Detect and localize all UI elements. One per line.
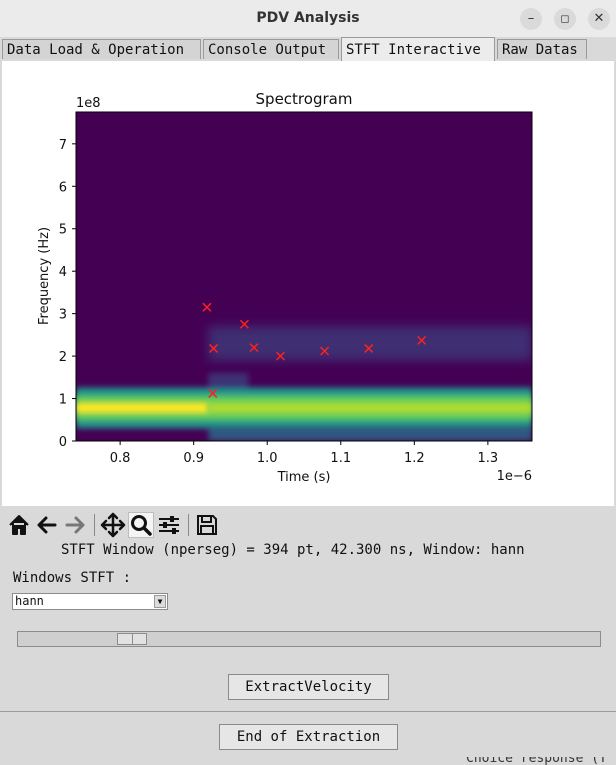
pan-button[interactable] <box>100 512 126 538</box>
x-axis-multiplier: 1e−6 <box>497 469 532 484</box>
toolbar-separator <box>188 514 189 536</box>
slider-grip <box>132 634 134 644</box>
tab-data-load[interactable]: Data Load & Operation <box>2 39 201 59</box>
extraction-marker <box>320 346 330 356</box>
cutoff-text: Choice response (T <box>466 757 607 765</box>
y-tick-label: 3 <box>59 308 67 323</box>
windows-stft-label: Windows STFT : <box>13 570 132 586</box>
y-tick-label: 1 <box>59 393 67 408</box>
chart-title: Spectrogram <box>256 90 353 108</box>
extraction-marker <box>364 343 374 353</box>
extraction-marker <box>208 388 218 398</box>
pan-icon <box>100 512 126 538</box>
extraction-marker <box>209 343 219 353</box>
plot-frame <box>75 111 533 442</box>
y-tick-label: 2 <box>59 350 67 365</box>
extract-velocity-button[interactable]: ExtractVelocity <box>228 674 389 700</box>
y-axis-label: Frequency (Hz) <box>37 227 52 325</box>
stft-info-label: STFT Window (nperseg) = 394 pt, 42.300 n… <box>61 542 525 558</box>
velocity-trace-band <box>208 326 532 361</box>
home-icon <box>9 515 29 535</box>
forward-arrow-icon <box>65 516 85 534</box>
y-tick-label: 4 <box>59 265 67 280</box>
slider-thumb[interactable] <box>117 633 148 645</box>
window-type-value: hann <box>15 594 44 608</box>
close-button[interactable]: ✕ <box>588 8 610 30</box>
tab-stft-interactive[interactable]: STFT Interactive <box>341 37 495 61</box>
save-button[interactable] <box>194 512 220 538</box>
y-tick-label: 0 <box>59 435 67 450</box>
tab-console-output[interactable]: Console Output <box>203 39 339 59</box>
x-tick-label: 1.1 <box>330 451 351 466</box>
configure-subplots-icon <box>159 516 179 534</box>
zoom-button[interactable] <box>128 512 154 538</box>
configure-subplots-button[interactable] <box>156 512 182 538</box>
home-button[interactable] <box>6 512 32 538</box>
divider <box>0 711 616 712</box>
toolbar-separator <box>94 514 95 536</box>
extraction-marker <box>275 351 285 361</box>
close-icon: ✕ <box>593 11 605 26</box>
x-tick-label: 1.2 <box>404 451 425 466</box>
minimize-button[interactable]: – <box>520 8 542 30</box>
extraction-marker <box>202 302 212 312</box>
y-tick-label: 6 <box>59 180 67 195</box>
heatmap-background <box>76 112 532 441</box>
chevron-down-icon[interactable]: ▼ <box>154 595 166 608</box>
y-axis-multiplier: 1e8 <box>76 96 101 111</box>
extraction-marker <box>239 319 249 329</box>
extraction-marker <box>249 343 259 353</box>
extraction-marker <box>417 335 427 345</box>
save-icon <box>197 515 217 535</box>
x-tick-label: 1.3 <box>478 451 499 466</box>
end-of-extraction-button[interactable]: End of Extraction <box>219 724 398 750</box>
tab-bar: Data Load & Operation Console Output STF… <box>0 37 616 61</box>
window-title: PDV Analysis <box>256 10 360 26</box>
back-arrow-icon <box>37 516 57 534</box>
x-tick-label: 1.0 <box>257 451 278 466</box>
window-type-select[interactable]: hann ▼ <box>12 593 168 610</box>
minimize-icon: – <box>527 11 535 26</box>
window-titlebar: PDV Analysis – ◻ ✕ <box>0 0 616 38</box>
y-tick-label: 7 <box>59 138 67 153</box>
plot-toolbar <box>2 506 614 542</box>
stft-window-slider[interactable] <box>17 631 601 647</box>
y-tick-label: 5 <box>59 223 67 238</box>
maximize-button[interactable]: ◻ <box>554 8 576 30</box>
forward-button[interactable] <box>62 512 88 538</box>
strong-band-core <box>76 402 209 414</box>
x-tick-label: 0.8 <box>110 451 131 466</box>
maximize-icon: ◻ <box>560 12 570 25</box>
strong-band-core-late <box>208 402 532 414</box>
x-axis-label: Time (s) <box>277 470 331 485</box>
cutoff-label: Choice response (T <box>466 757 616 765</box>
low-frequency-band <box>208 426 532 441</box>
x-tick-label: 0.9 <box>183 451 204 466</box>
zoom-icon <box>131 515 152 536</box>
back-button[interactable] <box>34 512 60 538</box>
tab-raw-datas[interactable]: Raw Datas <box>497 39 587 59</box>
